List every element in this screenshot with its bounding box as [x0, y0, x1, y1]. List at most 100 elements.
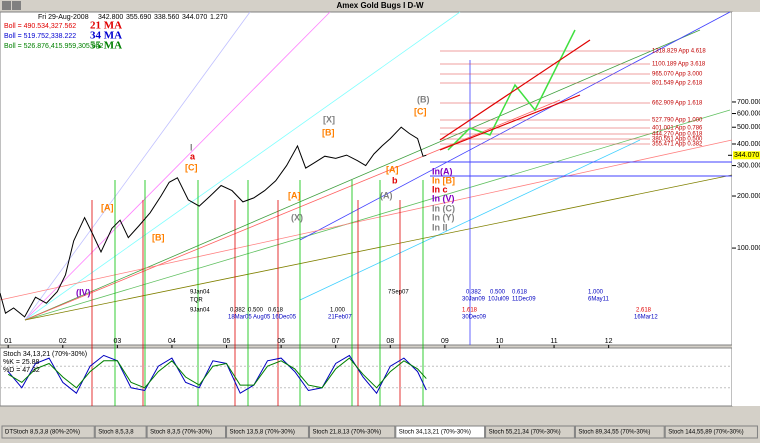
- x-tick-label: 07: [332, 338, 340, 345]
- time-label: 1.000: [330, 308, 346, 314]
- fan-line: [24, 11, 461, 321]
- stoch-label: %K = 25.88: [3, 359, 39, 366]
- fib-label: 380.551 App 0.500: [652, 137, 703, 143]
- toolbar-date: Fri 29-Aug-2008: [38, 14, 89, 21]
- tab-label[interactable]: Stoch 34,13,21 (70%-30%): [399, 430, 471, 436]
- fan-line: [24, 11, 331, 321]
- fib-label: 401.001 App 0.786: [652, 126, 703, 132]
- fib-label: 801.549 App 2.618: [652, 81, 703, 87]
- time-label: 30Dec09: [462, 315, 487, 321]
- time-label: 9Jan04: [190, 290, 210, 296]
- time-label: 0.618: [512, 290, 528, 296]
- tab[interactable]: [308, 425, 396, 439]
- channel: [439, 39, 591, 141]
- y-tick-label: 400.000: [737, 141, 760, 148]
- x-tick-label: 01: [4, 338, 12, 345]
- x-tick-label: 08: [386, 338, 394, 345]
- fib-label: 1318.829 App 4.618: [652, 49, 706, 55]
- wave-label: In c: [432, 184, 448, 194]
- time-label: 9Jan04: [190, 308, 210, 314]
- time-label: 21Feb07: [328, 315, 352, 321]
- fan-line: [24, 29, 701, 321]
- time-label: 1.000: [588, 290, 604, 296]
- tab[interactable]: [1, 425, 95, 439]
- channel: [439, 94, 581, 151]
- tab[interactable]: [485, 425, 575, 439]
- time-label: 2.618: [636, 308, 652, 314]
- time-label: 18Mar05 Aug05 16Dec05: [228, 315, 297, 321]
- wave-label: [X]: [323, 114, 335, 124]
- x-tick-label: 10: [496, 338, 504, 345]
- time-label: 10Jul09: [488, 297, 510, 303]
- tab[interactable]: [94, 425, 147, 439]
- time-label: 16Mar12: [634, 315, 658, 321]
- fib-label: 965.070 App 3.000: [652, 72, 703, 78]
- fib-label: 355.471 App 0.382: [652, 142, 703, 148]
- toolbar-field: 342.800: [98, 14, 123, 21]
- toolbar-field: 1.270: [210, 14, 228, 21]
- legend-boll: Boll = 519.752,338.222: [4, 33, 76, 40]
- legend-ma: 21 MA: [90, 20, 122, 32]
- tab-label[interactable]: Stoch 8,3,5 (70%-30%): [150, 430, 212, 436]
- wave-label: In (V): [432, 193, 455, 203]
- wave-label: (X): [291, 212, 303, 222]
- stoch-label: %D = 47.32: [3, 367, 40, 374]
- wave-label: In II: [432, 222, 448, 232]
- y-tick-label: 500.000: [737, 124, 760, 131]
- wave-label: [C]: [414, 106, 427, 116]
- time-label: 0.382: [466, 290, 482, 296]
- wave-label: [B]: [152, 232, 165, 242]
- y-tick-label: 100.000: [737, 245, 760, 252]
- tab-label[interactable]: Stoch 8,5,3,8: [98, 430, 134, 436]
- tab[interactable]: [664, 425, 758, 439]
- tab[interactable]: [395, 425, 486, 439]
- fib-label: 1100.189 App 3.618: [652, 62, 706, 68]
- x-tick-label: 05: [223, 338, 231, 345]
- tab-label[interactable]: Stoch 89,34,55 (70%-30%): [578, 430, 650, 436]
- legend-boll: Boll = 526.876,415.959,305.042: [4, 43, 104, 50]
- tab-label[interactable]: Stoch 13,5,8 (70%-30%): [230, 430, 295, 436]
- tab[interactable]: [146, 425, 227, 439]
- wave-label: [B]: [322, 127, 335, 137]
- time-label: 0.382: [230, 308, 246, 314]
- wave-label: I: [190, 142, 193, 152]
- tab[interactable]: [574, 425, 665, 439]
- wave-label: In (Y): [432, 212, 455, 222]
- time-label: 0.500: [490, 290, 506, 296]
- tab[interactable]: [226, 425, 309, 439]
- wave-label: In (C): [432, 203, 455, 213]
- wave-label: In [B]: [432, 175, 455, 185]
- fan-line: [0, 139, 733, 301]
- tab-label[interactable]: DTStoch 8,5,3,8 (80%-20%): [5, 430, 80, 436]
- time-label: 30Jan09: [462, 297, 486, 303]
- toolbar-field: 344.070: [182, 14, 207, 21]
- toolbar-field: 338.560: [154, 14, 179, 21]
- tab-label[interactable]: Stoch 55,21,34 (70%-30%): [489, 430, 561, 436]
- current-value-label: 344.070: [734, 152, 759, 159]
- time-label: 1.618: [462, 308, 478, 314]
- fan-line: [299, 11, 731, 241]
- tab-label[interactable]: Stoch 21,8,13 (70%-30%): [312, 430, 381, 436]
- wave-label: In(A): [432, 166, 453, 176]
- current-value-box: [733, 151, 760, 160]
- x-tick-label: 09: [441, 338, 449, 345]
- price-axis: [732, 12, 760, 406]
- y-tick-label: 200.000: [737, 193, 760, 200]
- fan-line: [24, 99, 561, 321]
- tab-label[interactable]: Stoch 144,55,89 (70%-30%): [668, 430, 743, 436]
- icon[interactable]: [12, 1, 21, 10]
- icon[interactable]: [2, 1, 11, 10]
- x-tick-label: 12: [605, 338, 613, 345]
- legend-ma: 34 MA: [90, 30, 122, 42]
- wave-label: [A]: [386, 164, 399, 174]
- legend-ma: 55 MA: [90, 40, 122, 52]
- wave-label: (A): [380, 190, 393, 200]
- x-tick-label: 04: [168, 338, 176, 345]
- projection: [447, 29, 576, 151]
- fib-label: 444.270 App 0.618: [652, 132, 703, 138]
- x-tick-label: 11: [550, 338, 557, 345]
- fan-line: [24, 109, 731, 321]
- stoch-line: [7, 354, 427, 395]
- wave-label: [A]: [101, 202, 114, 212]
- legend-boll: Boll = 490.534,327.562: [4, 23, 76, 30]
